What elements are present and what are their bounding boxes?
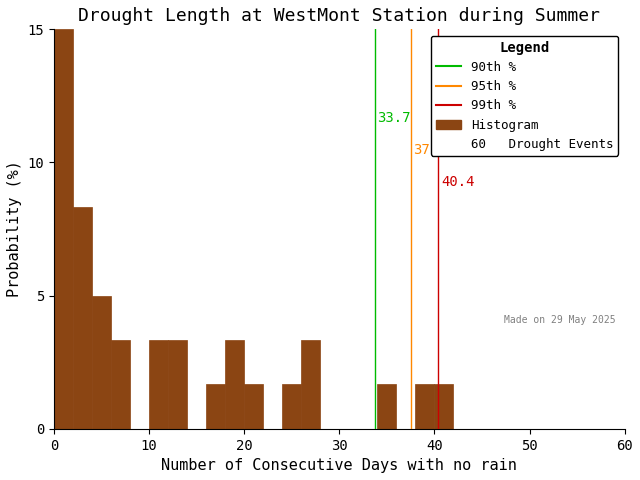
- Bar: [415, 384, 435, 429]
- Bar: [73, 207, 92, 429]
- Bar: [111, 340, 130, 429]
- Bar: [92, 296, 111, 429]
- Text: 33.7: 33.7: [378, 111, 411, 125]
- Y-axis label: Probability (%): Probability (%): [7, 161, 22, 298]
- Bar: [282, 384, 301, 429]
- Bar: [378, 384, 396, 429]
- Bar: [244, 384, 263, 429]
- Title: Drought Length at WestMont Station during Summer: Drought Length at WestMont Station durin…: [78, 7, 600, 25]
- Text: Made on 29 May 2025: Made on 29 May 2025: [504, 315, 616, 325]
- Bar: [54, 29, 73, 429]
- Bar: [168, 340, 187, 429]
- Text: 40.4: 40.4: [441, 175, 475, 190]
- Bar: [301, 340, 320, 429]
- Bar: [149, 340, 168, 429]
- Legend: 90th %, 95th %, 99th %, Histogram, 60   Drought Events: 90th %, 95th %, 99th %, Histogram, 60 Dr…: [431, 36, 618, 156]
- Bar: [206, 384, 225, 429]
- Text: 37.5: 37.5: [413, 144, 447, 157]
- Bar: [225, 340, 244, 429]
- X-axis label: Number of Consecutive Days with no rain: Number of Consecutive Days with no rain: [161, 458, 517, 473]
- Bar: [435, 384, 454, 429]
